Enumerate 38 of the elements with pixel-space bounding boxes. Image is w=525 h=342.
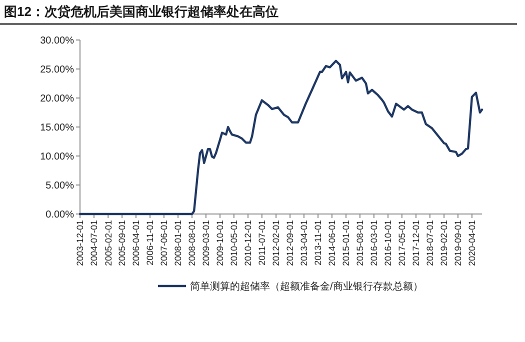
x-tick-label: 2006-04-01	[131, 220, 142, 266]
y-tick-label: 25.00%	[40, 64, 74, 76]
x-tick-label: 2019-02-01	[439, 220, 450, 266]
x-tick-label: 2012-02-01	[271, 220, 282, 266]
x-tick-label: 2016-10-01	[383, 220, 394, 266]
x-tick-label: 2020-04-01	[467, 220, 478, 266]
y-tick-label: 30.00%	[40, 36, 74, 46]
x-tick-label: 2004-07-01	[89, 220, 100, 266]
x-tick-label: 2013-11-01	[313, 220, 324, 266]
y-tick-label: 0.00%	[46, 210, 74, 220]
x-tick-label: 2018-07-01	[425, 220, 436, 266]
x-tick-label: 2007-06-01	[159, 220, 170, 266]
x-tick-label: 2005-02-01	[103, 220, 114, 266]
y-tick-label: 15.00%	[40, 122, 74, 134]
chart-title: 图12：次贷危机后美国商业银行超储率处在高位	[4, 4, 278, 19]
x-tick-label: 2010-05-01	[229, 220, 240, 266]
x-tick-label: 2009-10-01	[215, 220, 226, 266]
x-tick-label: 2019-09-01	[453, 220, 464, 266]
x-tick-label: 2012-09-01	[285, 220, 296, 266]
x-tick-label: 2015-01-01	[341, 220, 352, 266]
x-tick-label: 2011-07-01	[257, 220, 268, 266]
x-tick-label: 2003-12-01	[75, 220, 86, 266]
x-tick-label: 2017-12-01	[411, 220, 422, 266]
y-tick-label: 5.00%	[46, 180, 74, 192]
x-tick-label: 2009-03-01	[201, 220, 212, 266]
y-tick-label: 20.00%	[40, 94, 74, 104]
x-tick-label: 2005-09-01	[117, 220, 128, 266]
x-tick-label: 2013-04-01	[299, 220, 310, 266]
x-tick-label: 2016-03-01	[369, 220, 380, 266]
x-tick-label: 2014-06-01	[327, 220, 338, 266]
x-tick-label: 2008-01-01	[173, 220, 184, 266]
x-tick-label: 2010-12-01	[243, 220, 254, 266]
y-tick-label: 10.00%	[40, 152, 74, 162]
x-tick-label: 2017-05-01	[397, 220, 408, 266]
x-tick-label: 2008-08-01	[187, 220, 198, 266]
x-tick-label: 2015-08-01	[355, 220, 366, 266]
x-tick-label: 2006-11-01	[145, 220, 156, 266]
legend-label: 简单测算的超储率（超额准备金/商业银行存款总额）	[190, 280, 423, 292]
